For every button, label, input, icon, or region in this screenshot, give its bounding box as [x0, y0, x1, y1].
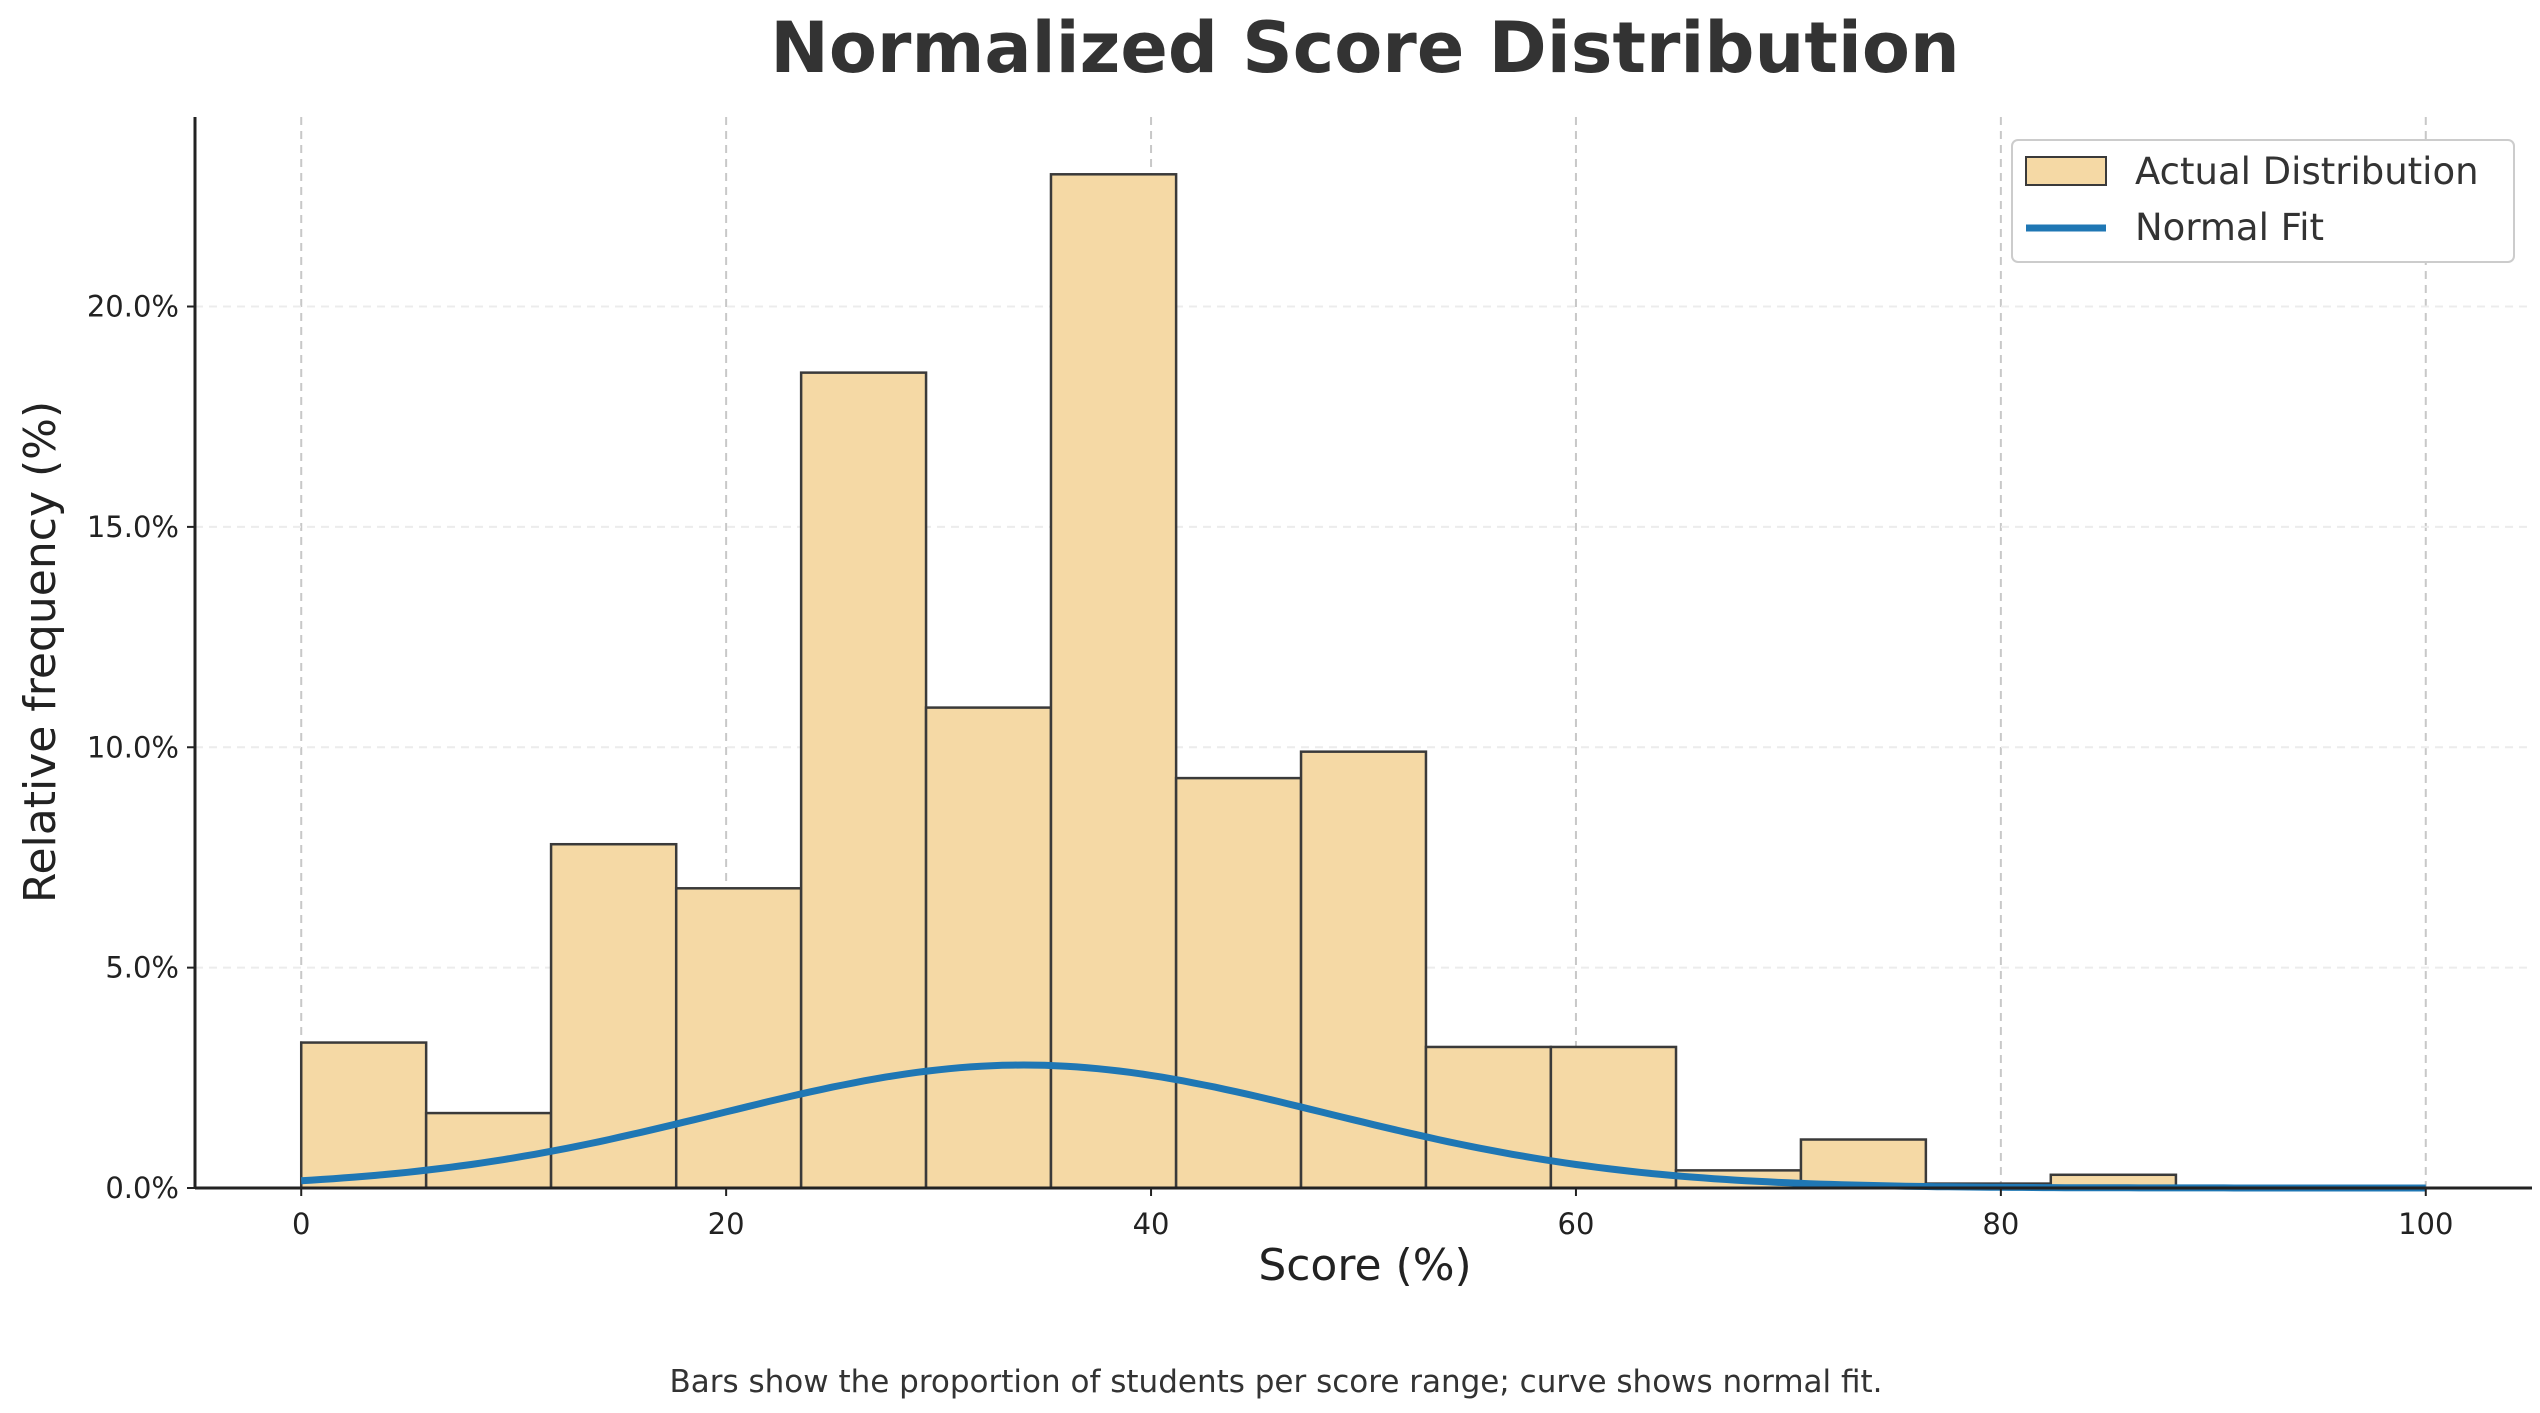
- x-tick-label: 40: [1133, 1207, 1170, 1241]
- histogram-bar: [299, 1041, 428, 1190]
- histogram-bar: [1174, 776, 1303, 1190]
- y-tick-label: 0.0%: [105, 1171, 179, 1205]
- legend-label-fit: Normal Fit: [2135, 206, 2324, 249]
- x-tick-label: 80: [1982, 1207, 2019, 1241]
- legend-box: [2011, 139, 2515, 263]
- histogram-bar: [924, 706, 1053, 1190]
- y-tick-label: 5.0%: [105, 951, 179, 985]
- y-axis-label: Relative frequency (%): [15, 401, 66, 903]
- tick-labels: 0 20 40 60 80 100 0.0% 5.0% 10.0% 15.0% 20.0%: [87, 290, 2454, 1241]
- chart-caption: Bars show the proportion of students per…: [669, 1364, 1882, 1400]
- x-tick-label: 20: [708, 1207, 745, 1241]
- chart-title: Normalized Score Distribution: [770, 7, 1960, 89]
- x-tick-label: 100: [2398, 1207, 2453, 1241]
- y-tick-label: 15.0%: [87, 510, 179, 544]
- legend: Actual Distribution Normal Fit: [2011, 139, 2515, 263]
- histogram-bar: [1799, 1138, 1928, 1190]
- histogram-bar: [674, 887, 803, 1190]
- y-tick-label: 10.0%: [87, 730, 179, 764]
- histogram-bar: [799, 371, 928, 1190]
- x-tick-label: 60: [1558, 1207, 1595, 1241]
- histogram-bar: [1424, 1045, 1553, 1190]
- axes: [187, 117, 2532, 1196]
- bars: [299, 173, 2178, 1190]
- y-tick-label: 20.0%: [87, 290, 179, 324]
- x-axis-label: Score (%): [1258, 1240, 1471, 1291]
- histogram-bar: [1049, 173, 1178, 1190]
- histogram-bar: [424, 1111, 553, 1190]
- legend-label-actual: Actual Distribution: [2135, 150, 2479, 193]
- legend-swatch-actual: [2025, 156, 2107, 186]
- x-tick-label: 0: [292, 1207, 310, 1241]
